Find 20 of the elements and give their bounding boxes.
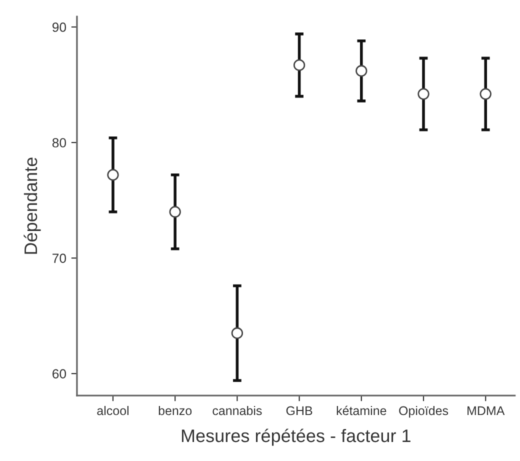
x-tick-label: Opioïdes: [399, 406, 448, 418]
x-tick-label: alcool: [97, 406, 128, 416]
x-axis-title: Mesures répétées - facteur 1: [182, 428, 410, 446]
y-axis-title: Dépendante: [24, 158, 41, 254]
x-tick-label: kétamine: [336, 406, 386, 416]
point: [231, 327, 244, 339]
point: [293, 59, 306, 71]
point: [356, 65, 368, 77]
x-tick-label: cannabis: [212, 406, 262, 416]
y-tick-label: 90: [52, 22, 66, 32]
point: [169, 206, 181, 218]
point: [480, 88, 492, 100]
x-tick-label: MDMA: [468, 406, 505, 416]
y-tick-label: 60: [52, 369, 66, 378]
y-tick-label: 70: [52, 254, 66, 263]
point: [107, 169, 119, 181]
point: [418, 88, 430, 100]
y-tick-label: 80: [52, 138, 66, 148]
x-tick-label: benzo: [158, 406, 192, 416]
x-tick-label: GHB: [286, 406, 312, 416]
